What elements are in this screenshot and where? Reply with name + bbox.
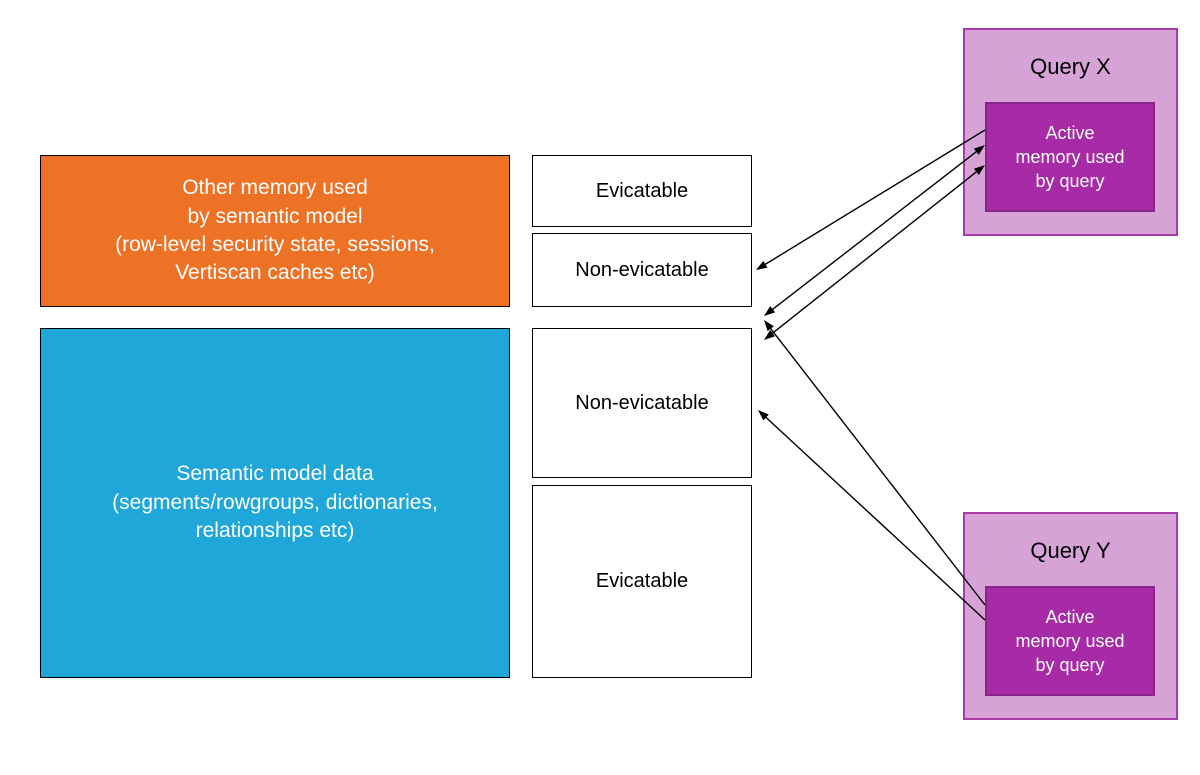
node-label: Activememory usedby query (1005, 599, 1134, 684)
node-label: Semantic model data(segments/rowgroups, … (102, 454, 448, 551)
edge-4 (764, 415, 985, 620)
node-label: Query X (1020, 46, 1121, 88)
node-label: Non-evicatable (565, 251, 718, 290)
node-non_evicatable2: Non-evicatable (532, 328, 752, 478)
edge-0-head-end (756, 261, 767, 270)
edge-0 (763, 130, 985, 266)
node-label: Evicatable (586, 562, 698, 601)
edge-3-head-end (764, 320, 774, 331)
node-label: Other memory usedby semantic model(row-l… (105, 168, 445, 293)
node-label: Activememory usedby query (1005, 115, 1134, 200)
node-label: Non-evicatable (565, 384, 718, 423)
node-query_x_inner: Activememory usedby query (985, 102, 1155, 212)
node-other_memory: Other memory usedby semantic model(row-l… (40, 155, 510, 307)
node-label: Query Y (1020, 530, 1120, 572)
node-label: Evicatable (586, 172, 698, 211)
node-semantic_data: Semantic model data(segments/rowgroups, … (40, 328, 510, 678)
edge-1 (770, 150, 979, 312)
node-non_evicatable1: Non-evicatable (532, 233, 752, 307)
edge-1-head-end (764, 306, 775, 316)
node-evicatable2: Evicatable (532, 485, 752, 678)
node-evicatable1: Evicatable (532, 155, 752, 227)
edge-2-head-end (764, 330, 775, 340)
edge-3 (769, 326, 985, 605)
edge-4-head-end (758, 410, 769, 420)
node-query_y_inner: Activememory usedby query (985, 586, 1155, 696)
edge-2 (770, 170, 979, 335)
